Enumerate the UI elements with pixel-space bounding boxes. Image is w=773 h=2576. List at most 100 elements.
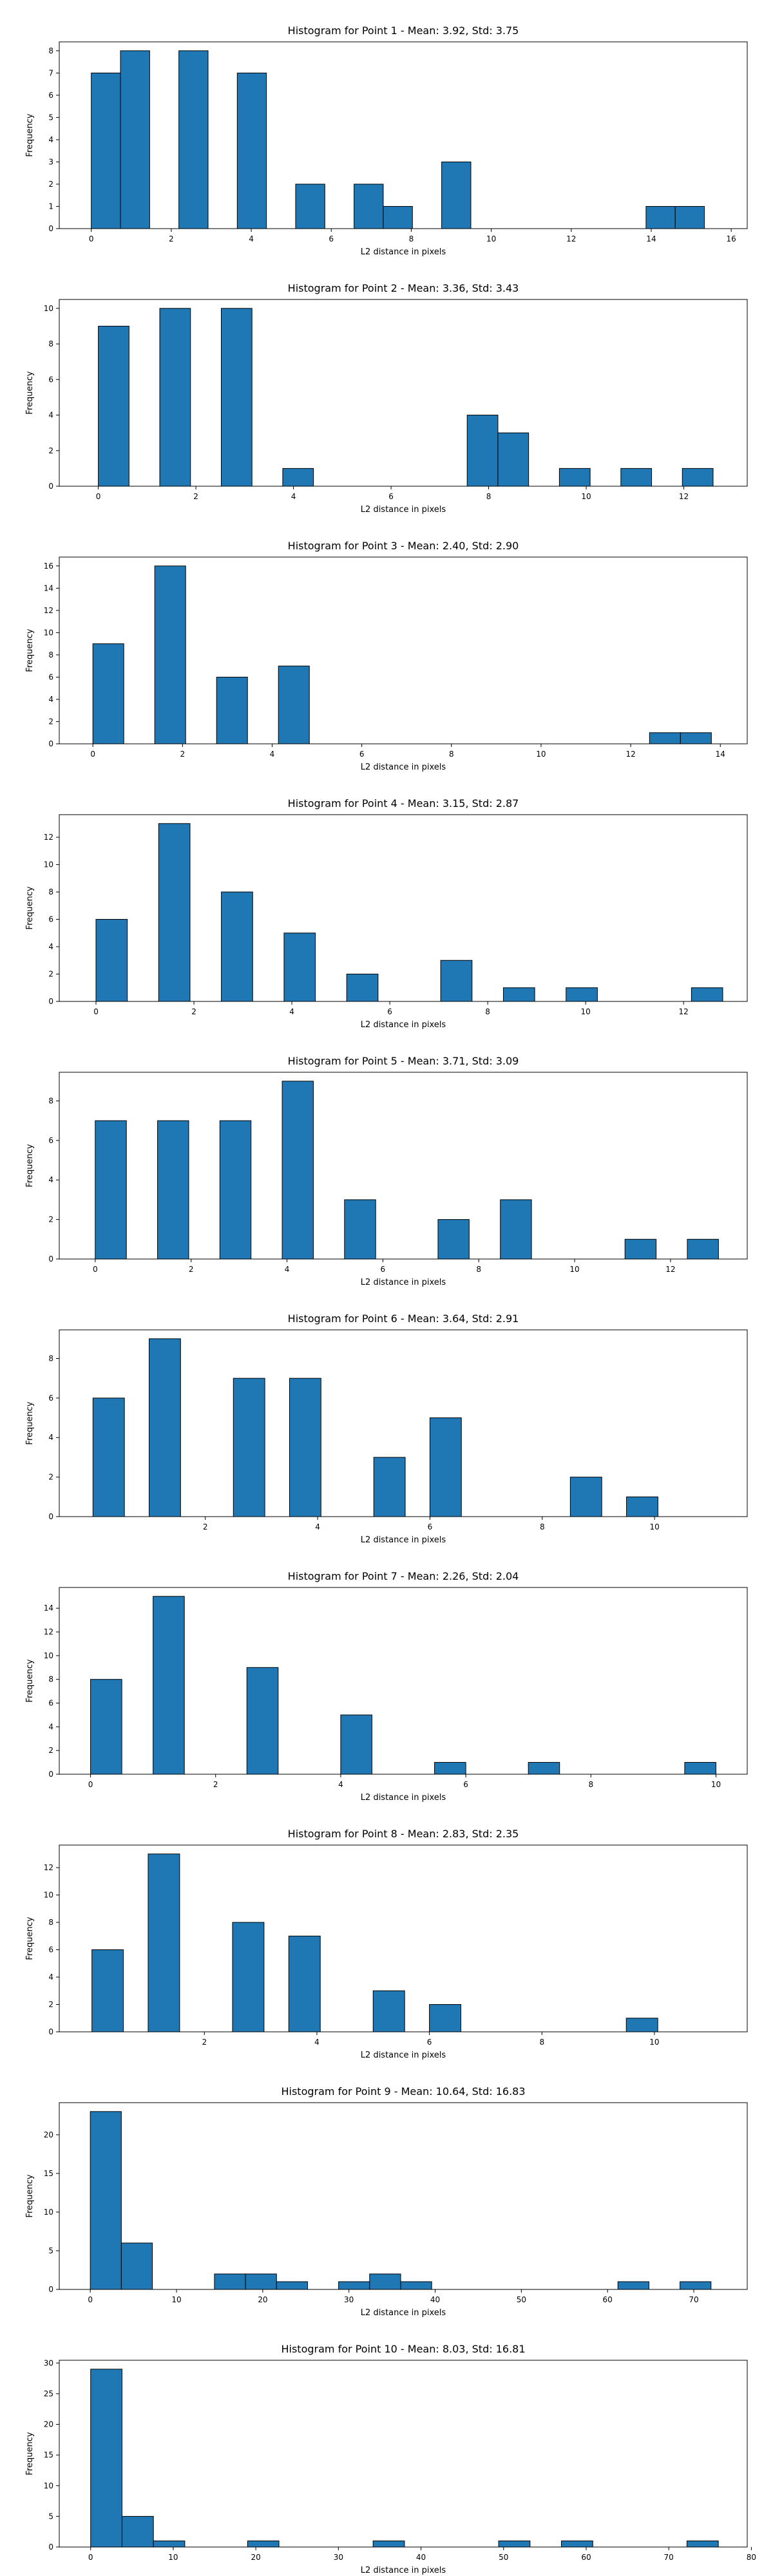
- y-axis-label: Frequency: [25, 1659, 35, 1702]
- y-tick-label: 30: [44, 2358, 53, 2367]
- x-tick-label: 2: [191, 1007, 196, 1016]
- x-tick-label: 14: [646, 234, 656, 243]
- y-tick-label: 1: [48, 202, 53, 211]
- y-tick-label: 0: [48, 224, 53, 233]
- y-axis-label: Frequency: [25, 2432, 35, 2475]
- axes-frame: [59, 299, 748, 487]
- y-tick-label: 6: [48, 1699, 53, 1708]
- x-tick-label: 12: [679, 492, 689, 501]
- x-tick-label: 10: [581, 492, 591, 501]
- x-tick-label: 60: [581, 2553, 591, 2562]
- x-tick-label: 20: [258, 2295, 267, 2304]
- histogram-bar: [528, 1762, 560, 1775]
- y-tick-label: 6: [48, 91, 53, 100]
- x-tick-label: 8: [539, 2038, 544, 2047]
- histogram-bar: [498, 2540, 531, 2548]
- x-tick-label: 2: [202, 2038, 207, 2047]
- histogram-bar: [153, 1596, 185, 1775]
- histogram-bar: [620, 468, 653, 487]
- histogram-bar: [92, 1397, 125, 1517]
- x-tick-label: 16: [727, 234, 736, 243]
- x-tick-label: 8: [588, 1780, 593, 1789]
- x-tick-label: 70: [689, 2295, 698, 2304]
- x-tick-label: 6: [463, 1780, 468, 1789]
- y-tick-label: 4: [48, 695, 53, 704]
- histogram-bar: [157, 1120, 189, 1260]
- histogram-bar: [120, 2242, 153, 2290]
- histogram-bar: [98, 325, 129, 487]
- histogram-bar: [158, 823, 191, 1002]
- y-tick-label: 12: [44, 606, 53, 615]
- y-axis-label: Frequency: [25, 1144, 35, 1187]
- y-axis-label: Frequency: [25, 371, 35, 414]
- histogram-bar: [624, 1238, 657, 1260]
- x-tick-label: 10: [581, 1007, 591, 1016]
- axes-frame: [59, 1329, 748, 1517]
- histogram-bar: [680, 732, 712, 744]
- histogram-bar: [278, 665, 310, 744]
- x-tick-label: 14: [716, 750, 725, 759]
- histogram-bar: [383, 205, 413, 229]
- y-tick-label: 2: [48, 970, 53, 979]
- histogram-bar: [626, 1496, 658, 1517]
- histogram-bar: [497, 432, 530, 487]
- y-axis-label: Frequency: [25, 1917, 35, 1960]
- y-tick-label: 8: [48, 1354, 53, 1363]
- histogram-bar: [429, 1417, 462, 1517]
- histogram-panel-6: Histogram for Point 6 - Mean: 3.64, Std:…: [25, 1312, 748, 1545]
- histogram-bar: [500, 1199, 532, 1260]
- x-axis-label: L2 distance in pixels: [361, 1020, 446, 1030]
- histogram-bar: [246, 1667, 279, 1775]
- histogram-bar: [91, 72, 121, 229]
- histogram-bar: [90, 2111, 122, 2290]
- y-tick-label: 0: [48, 2027, 53, 2036]
- histogram-bar: [566, 987, 598, 1002]
- histogram-panel-10: Histogram for Point 10 - Mean: 8.03, Std…: [25, 2343, 756, 2575]
- histogram-bar: [121, 2515, 154, 2548]
- histogram-bar: [682, 468, 714, 487]
- y-tick-label: 2: [48, 1215, 53, 1224]
- histogram-panel-8: Histogram for Point 8 - Mean: 2.83, Std:…: [25, 1828, 748, 2060]
- y-tick-label: 2: [48, 1746, 53, 1755]
- histogram-bar: [558, 468, 591, 487]
- y-tick-label: 4: [48, 135, 53, 144]
- y-tick-label: 20: [44, 2420, 53, 2429]
- x-tick-label: 80: [747, 2553, 756, 2562]
- histogram-bar: [400, 2281, 432, 2290]
- histogram-bar: [372, 1990, 405, 2032]
- histogram-panel-9: Histogram for Point 9 - Mean: 10.64, Std…: [25, 2085, 748, 2318]
- y-tick-label: 4: [48, 1722, 53, 1731]
- y-tick-label: 6: [48, 1946, 53, 1955]
- histogram-bar: [90, 2369, 122, 2548]
- x-axis-label: L2 distance in pixels: [361, 1535, 446, 1545]
- histogram-panel-2: Histogram for Point 2 - Mean: 3.36, Std:…: [25, 282, 748, 515]
- x-tick-label: 6: [359, 750, 365, 759]
- x-tick-label: 6: [388, 492, 394, 501]
- histogram-panel-4: Histogram for Point 4 - Mean: 3.15, Std:…: [25, 797, 748, 1030]
- histogram-bar: [372, 2540, 405, 2548]
- y-tick-label: 6: [48, 1136, 53, 1145]
- y-tick-label: 5: [48, 2512, 53, 2521]
- x-tick-label: 0: [93, 1007, 99, 1016]
- x-axis-label: L2 distance in pixels: [361, 2566, 446, 2575]
- x-tick-label: 8: [476, 1265, 481, 1274]
- y-tick-label: 20: [44, 2130, 53, 2139]
- histogram-bar: [148, 1338, 181, 1517]
- x-tick-label: 8: [449, 750, 454, 759]
- y-tick-label: 8: [48, 1675, 53, 1684]
- y-tick-label: 6: [48, 1394, 53, 1403]
- y-tick-label: 10: [44, 860, 53, 869]
- y-tick-label: 8: [48, 46, 53, 55]
- y-tick-label: 8: [48, 1918, 53, 1927]
- chart-title: Histogram for Point 10 - Mean: 8.03, Std…: [281, 2343, 525, 2355]
- x-tick-label: 4: [270, 750, 275, 759]
- x-tick-label: 4: [315, 1522, 320, 1531]
- y-tick-label: 4: [48, 942, 53, 951]
- y-tick-label: 10: [44, 628, 53, 637]
- y-tick-label: 2: [48, 717, 53, 726]
- x-tick-label: 70: [664, 2553, 674, 2562]
- y-tick-label: 4: [48, 1973, 53, 1982]
- histogram-bar: [216, 676, 248, 744]
- y-tick-label: 6: [48, 375, 53, 384]
- y-tick-label: 10: [44, 2481, 53, 2490]
